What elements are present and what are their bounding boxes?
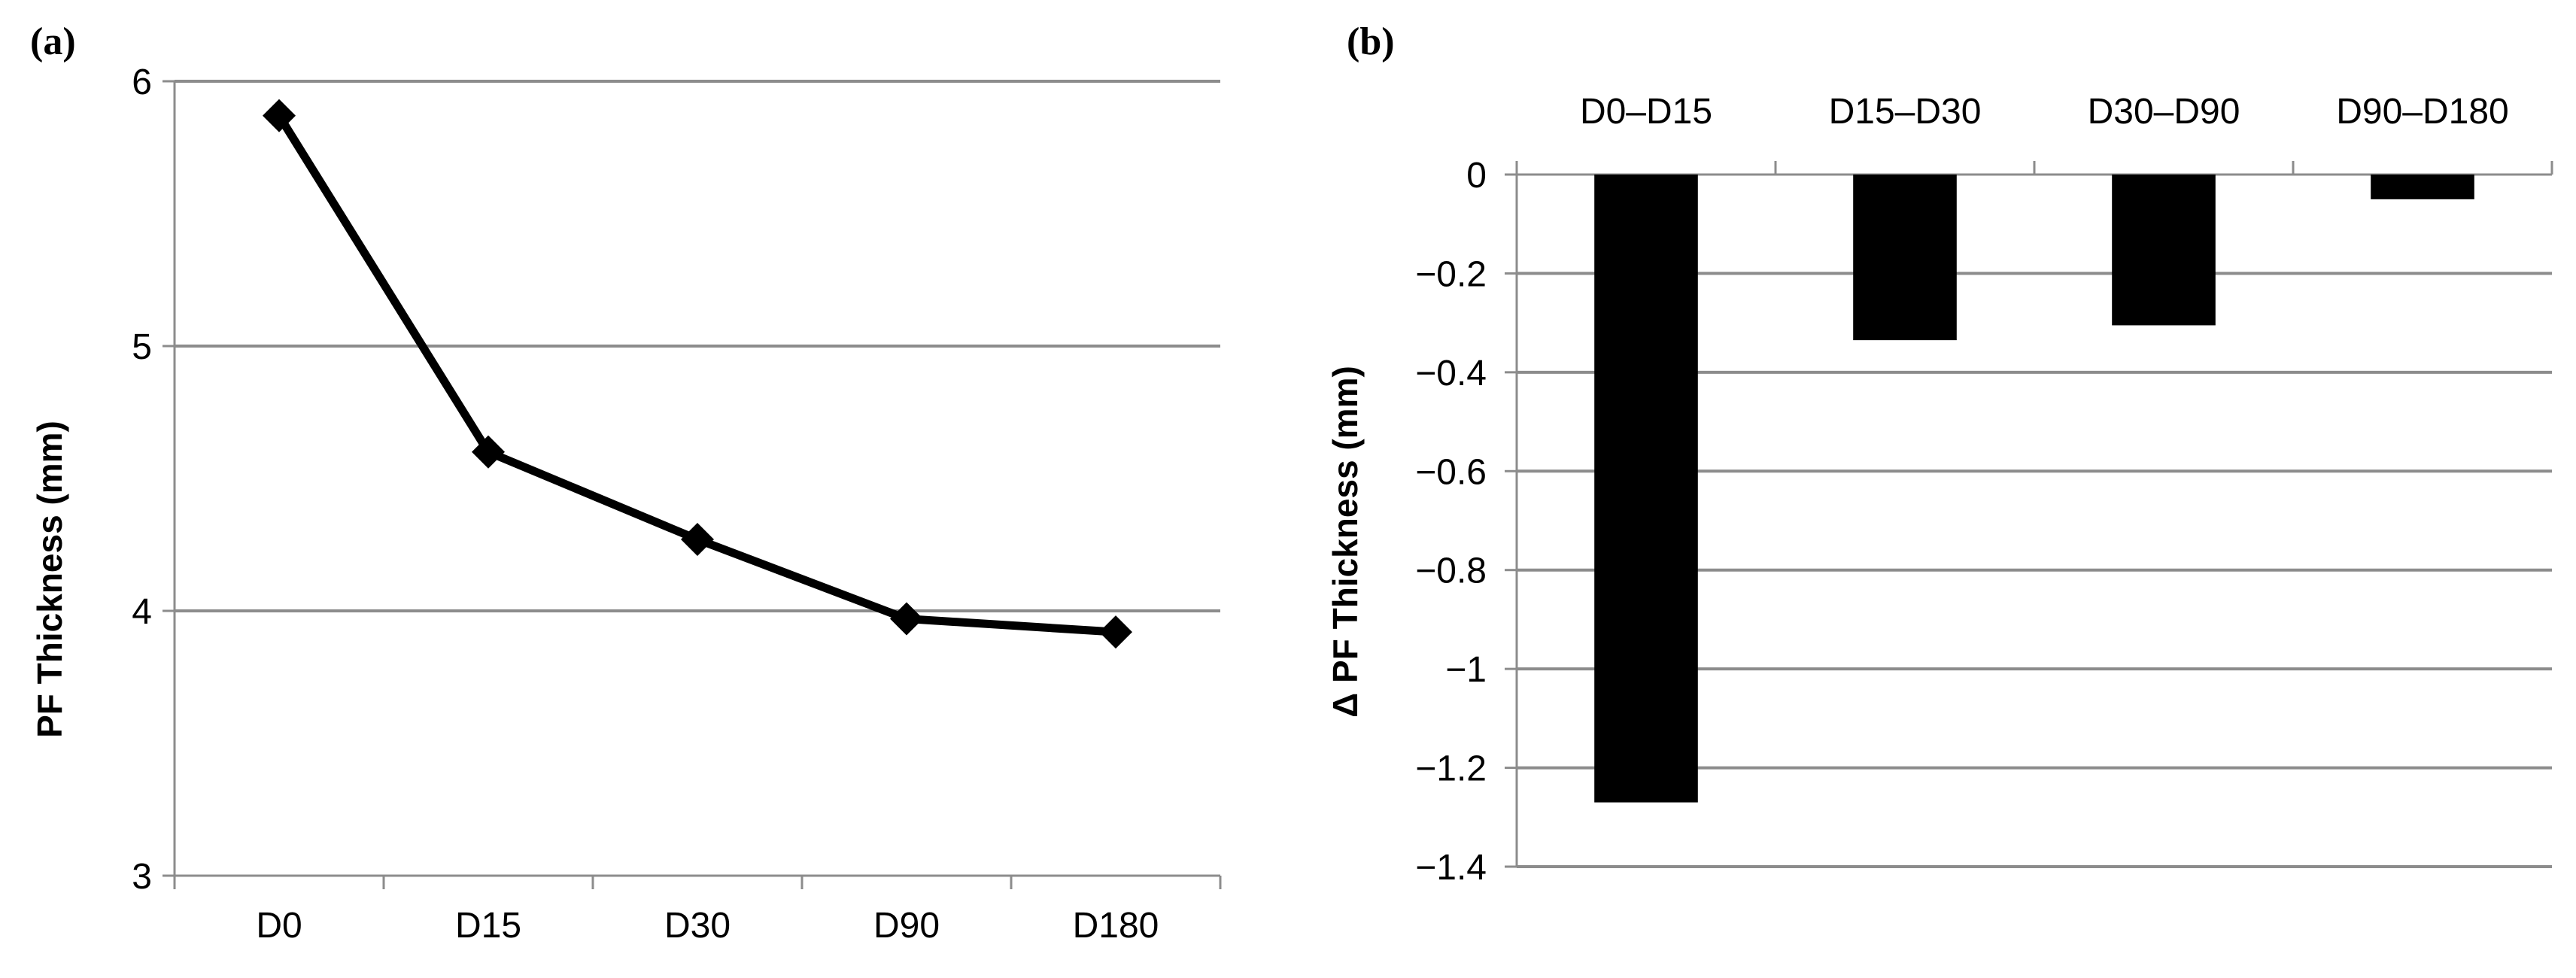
data-point-a-D90: [890, 602, 923, 636]
bar-b-1: [1853, 175, 1957, 341]
x-tick-label-a-D15: D15: [455, 906, 521, 946]
y-tick-label-b-6: −1.2: [1415, 749, 1487, 789]
data-point-a-D15: [472, 435, 505, 469]
x-tick-label-a-D30: D30: [664, 906, 731, 946]
gridlines-a: [175, 80, 1220, 612]
y-tick-label-a-3: 3: [132, 857, 152, 897]
x-tick-labels-b: D0–D15 D15–D30 D30–D90 D90–D180: [1580, 92, 2509, 132]
bars-b: [1594, 175, 2474, 803]
y-tick-labels-b: 0 −0.2 −0.4 −0.6 −0.8 −1 −1.2 −1.4: [1415, 156, 1487, 888]
bar-b-3: [2371, 175, 2474, 199]
y-tick-label-b-5: −1: [1445, 650, 1487, 690]
panel-label-b: (b): [1347, 20, 1395, 63]
panel-label-a: (a): [30, 20, 76, 63]
y-tick-label-a-6: 6: [132, 62, 152, 102]
bar-b-2: [2112, 175, 2216, 326]
axes-a: [163, 80, 1222, 889]
y-tick-label-a-5: 5: [132, 327, 152, 367]
data-point-a-D30: [681, 522, 714, 556]
y-tick-labels-a: 3 4 5 6: [132, 62, 152, 897]
y-tick-label-b-4: −0.8: [1415, 551, 1487, 591]
y-tick-label-b-7: −1.4: [1415, 848, 1487, 888]
x-tick-label-a-D0: D0: [256, 906, 302, 946]
x-tick-label-b-1: D15–D30: [1829, 92, 1982, 132]
chart-b: (b) Δ PF Thickness (mm) 0 −0.2 −0.4 −0.6 −0.…: [1326, 20, 2553, 888]
y-axis-title-b: Δ PF Thickness (mm): [1326, 366, 1365, 718]
chart-a: (a) PF Thickness (mm) 3 4 5 6 D0 D15 D30 D90 D1…: [30, 20, 1222, 946]
y-tick-label-b-3: −0.6: [1415, 452, 1487, 492]
x-tick-label-b-0: D0–D15: [1580, 92, 1712, 132]
y-tick-label-a-4: 4: [132, 592, 152, 632]
y-axis-title-a: PF Thickness (mm): [30, 421, 69, 738]
x-tick-labels-a: D0 D15 D30 D90 D180: [256, 906, 1159, 946]
data-point-a-D180: [1099, 615, 1132, 649]
y-tick-label-b-1: −0.2: [1415, 254, 1487, 294]
data-point-a-D0: [263, 99, 296, 132]
x-tick-label-b-2: D30–D90: [2088, 92, 2240, 132]
series-line-a: [263, 99, 1132, 649]
x-tick-label-a-D180: D180: [1073, 906, 1159, 946]
bar-b-0: [1594, 175, 1698, 803]
y-tick-label-b-2: −0.4: [1415, 354, 1487, 393]
x-tick-label-b-3: D90–D180: [2336, 92, 2509, 132]
x-tick-label-a-D90: D90: [873, 906, 940, 946]
y-tick-label-b-0: 0: [1466, 156, 1487, 196]
